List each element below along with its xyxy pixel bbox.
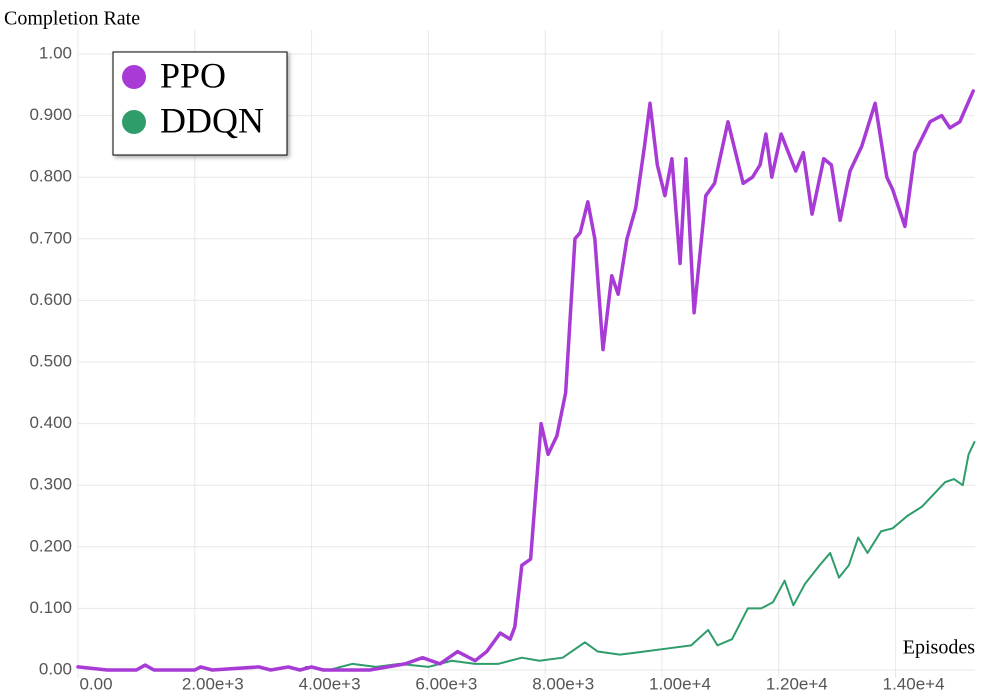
y-tick-label: 0.100 bbox=[29, 598, 72, 617]
y-tick-label: 0.00 bbox=[39, 659, 72, 678]
y-tick-label: 0.200 bbox=[29, 536, 72, 555]
x-tick-label: 1.40e+4 bbox=[883, 674, 945, 693]
legend-marker bbox=[122, 110, 146, 134]
series-line bbox=[76, 89, 975, 672]
x-tick-label: 1.00e+4 bbox=[649, 674, 711, 693]
y-tick-label: 1.00 bbox=[39, 43, 72, 62]
y-tick-label: 0.400 bbox=[29, 413, 72, 432]
x-tick-label: 8.00e+3 bbox=[532, 674, 594, 693]
x-axis-title: Episodes bbox=[903, 637, 975, 659]
x-tick-label: 0.00 bbox=[79, 674, 112, 693]
series-line bbox=[304, 441, 976, 671]
x-tick-label: 6.00e+3 bbox=[415, 674, 477, 693]
legend-box bbox=[112, 51, 288, 156]
legend-marker bbox=[122, 65, 146, 89]
legend-label: PPO bbox=[160, 55, 226, 95]
y-tick-label: 0.300 bbox=[29, 475, 72, 494]
y-tick-label: 0.800 bbox=[29, 167, 72, 186]
y-tick-label: 0.600 bbox=[29, 290, 72, 309]
y-tick-label: 0.700 bbox=[29, 228, 72, 247]
legend-label: DDQN bbox=[160, 100, 264, 140]
y-axis-title: Completion Rate bbox=[4, 8, 140, 30]
legend: PPO DDQN bbox=[112, 51, 288, 156]
x-tick-label: 4.00e+3 bbox=[299, 674, 361, 693]
x-tick-label: 1.20e+4 bbox=[766, 674, 828, 693]
x-tick-label: 2.00e+3 bbox=[182, 674, 244, 693]
y-tick-label: 0.500 bbox=[29, 351, 72, 370]
y-tick-label: 0.900 bbox=[29, 105, 72, 124]
